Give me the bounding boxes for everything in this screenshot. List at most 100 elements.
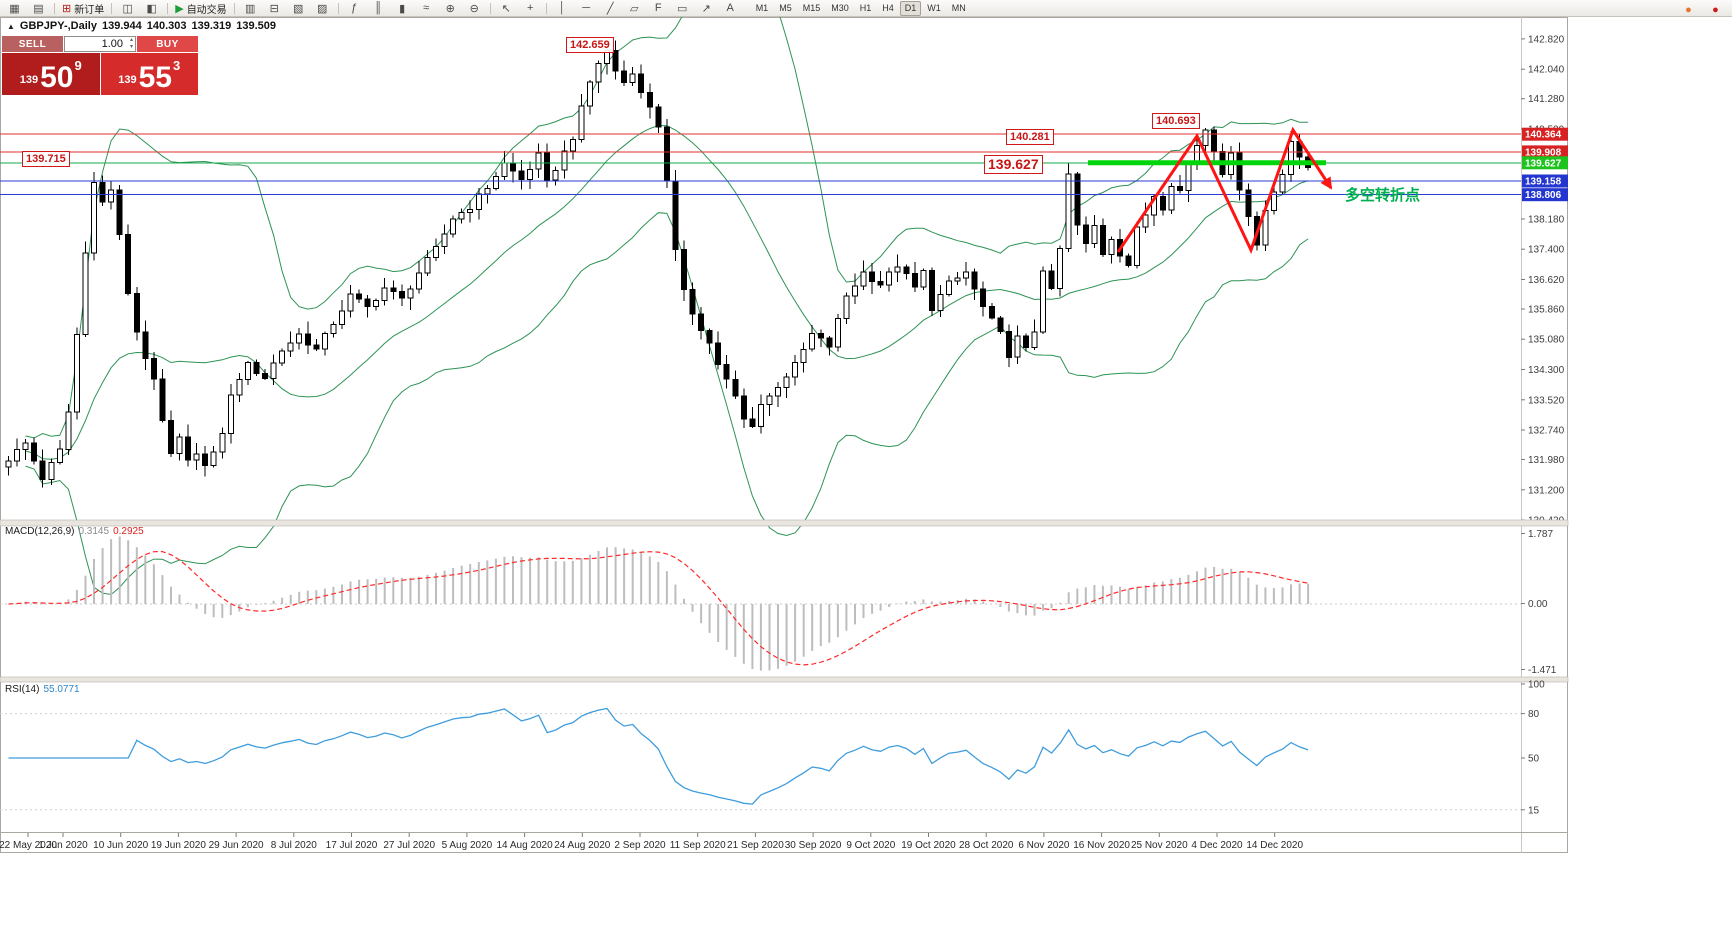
tf-button-M15[interactable]: M15	[802, 3, 821, 13]
trendline-icon[interactable]: ╱	[606, 2, 614, 15]
svg-text:5 Aug 2020: 5 Aug 2020	[442, 840, 493, 851]
buy-button[interactable]: BUY	[137, 36, 198, 52]
one-click-collapse-arrow[interactable]: ▲	[7, 21, 15, 31]
panel-separator[interactable]	[0, 676, 1569, 683]
terminal-icon[interactable]: ▨	[316, 2, 328, 15]
tf-button-W1[interactable]: W1	[927, 3, 941, 13]
tf-button-M5[interactable]: M5	[779, 3, 792, 13]
alert-icon[interactable]: ●	[1712, 4, 1719, 16]
svg-text:135.860: 135.860	[1528, 305, 1565, 316]
macd-name: MACD(12,26,9)	[5, 526, 75, 537]
bar-chart-icon[interactable]: ║	[374, 2, 383, 14]
svg-text:25 Nov 2020: 25 Nov 2020	[1131, 840, 1188, 851]
horizontal-line-icon[interactable]: ─	[582, 2, 591, 14]
autotrade-button[interactable]: ▶ 自动交易	[175, 2, 227, 16]
timeframe-group: M1 M5 M15 M30 H1 H4 D1 W1 MN	[751, 0, 971, 16]
price-callout-142.659[interactable]: 142.659	[566, 37, 614, 53]
crosshair-icon[interactable]: +	[526, 2, 534, 14]
price-callout-139.627[interactable]: 139.627	[984, 155, 1043, 174]
svg-text:136.620: 136.620	[1528, 275, 1565, 286]
svg-text:139.158: 139.158	[1525, 177, 1562, 188]
tf-button-M1[interactable]: M1	[755, 3, 769, 13]
candlestick-chart-icon[interactable]: ▮	[399, 2, 406, 15]
price-axis-flag: 138.806	[1522, 188, 1568, 202]
tile-windows-icon[interactable]: ◧	[146, 2, 157, 15]
volume-value: 1.00	[101, 38, 123, 50]
svg-text:11 Sep 2020: 11 Sep 2020	[670, 840, 726, 851]
price-callout-139.715[interactable]: 139.715	[22, 151, 70, 167]
bollinger-bands	[25, 0, 1309, 596]
ask-pip-digit: 3	[173, 58, 181, 73]
volume-spinner[interactable]: ▴ ▾	[129, 37, 133, 50]
svg-text:21 Sep 2020: 21 Sep 2020	[727, 840, 784, 851]
svg-text:-1.471: -1.471	[1528, 665, 1557, 676]
macd-indicator	[0, 536, 1521, 671]
zoom-in-icon[interactable]: ⊕	[445, 2, 455, 15]
vertical-line-icon[interactable]: │	[558, 2, 566, 14]
svg-text:29 Jun 2020: 29 Jun 2020	[209, 840, 264, 851]
zoom-out-icon[interactable]: ⊖	[469, 2, 479, 15]
line-chart-icon[interactable]: ≈	[423, 2, 430, 14]
panel-separator[interactable]	[0, 519, 1569, 527]
candles	[5, 40, 1312, 488]
bar-open-value: 139.944	[101, 20, 142, 32]
community-icon[interactable]: ●	[1685, 4, 1692, 16]
price-axis-flag: 139.158	[1522, 174, 1568, 188]
profiles-icon[interactable]: ▤	[33, 2, 44, 15]
svg-text:2 Sep 2020: 2 Sep 2020	[614, 840, 666, 851]
turning-point-annotation[interactable]: 多空转折点	[1345, 187, 1421, 204]
ask-price-button[interactable]: 139 55 3	[100, 53, 198, 95]
trend-zigzag-arrows[interactable]	[1116, 126, 1333, 254]
tf-button-M30[interactable]: M30	[831, 3, 849, 13]
volume-input[interactable]: 1.00 ▴ ▾	[64, 36, 136, 52]
toolbar: ▦ ▤ ⊞ 新订单 ◫ ◧ ▶ 自动交易 ▥ ⊟ ▧ ▨ ƒ ║ ▮ ≈ ⊕ ⊖ ↖ + │ ─ ╱ ▱ F ▭ ↗ A M1 M5 M1…	[0, 0, 1732, 17]
ask-big-digits: 55	[138, 61, 172, 94]
toolbar-separator	[545, 2, 547, 14]
svg-text:19 Jun 2020: 19 Jun 2020	[151, 840, 206, 851]
bb-upper	[25, 0, 1309, 439]
macd-label: MACD(12,26,9) 0.3145 0.2925	[5, 526, 144, 537]
price-callout-140.693[interactable]: 140.693	[1152, 113, 1200, 129]
market-watch-icon[interactable]: ▥	[244, 2, 256, 15]
indicators-icon[interactable]: ƒ	[351, 2, 358, 14]
toolbar-separator	[54, 2, 55, 14]
svg-text:4 Dec 2020: 4 Dec 2020	[1191, 840, 1243, 851]
rsi-value: 55.0771	[43, 684, 80, 695]
cursor-icon[interactable]: ↖	[501, 2, 511, 15]
svg-text:19 Oct 2020: 19 Oct 2020	[901, 840, 956, 851]
text-label-icon[interactable]: A	[726, 2, 734, 14]
svg-text:6 Nov 2020: 6 Nov 2020	[1018, 840, 1070, 851]
svg-text:80: 80	[1528, 709, 1540, 720]
data-window-icon[interactable]: ⊟	[269, 2, 279, 15]
price-callout-140.281[interactable]: 140.281	[1006, 129, 1054, 145]
svg-text:8 Jul 2020: 8 Jul 2020	[271, 840, 318, 851]
svg-text:22 May 2020: 22 May 2020	[0, 840, 57, 851]
tf-button-MN[interactable]: MN	[951, 3, 966, 13]
navigator-icon[interactable]: ▧	[292, 2, 304, 15]
tf-button-D1[interactable]: D1	[899, 0, 922, 16]
sell-button[interactable]: SELL	[2, 36, 63, 52]
fibonacci-icon[interactable]: F	[654, 2, 662, 14]
tf-button-H4[interactable]: H4	[882, 3, 894, 13]
equidistant-channel-icon[interactable]: ▱	[629, 2, 639, 15]
svg-text:138.180: 138.180	[1528, 215, 1565, 226]
shapes-icon[interactable]: ▭	[676, 2, 688, 15]
toolbar-separator	[337, 2, 339, 14]
toolbar-separator	[111, 2, 113, 14]
svg-text:142.820: 142.820	[1528, 34, 1565, 45]
new-order-button[interactable]: ⊞ 新订单	[62, 2, 105, 16]
tf-button-H1[interactable]: H1	[859, 3, 872, 13]
toolbar-separator	[233, 2, 235, 14]
macd-value-signal: 0.2925	[113, 526, 144, 537]
price-axis[interactable]: 142.820142.040141.280140.500138.180137.4…	[1521, 34, 1568, 527]
chart-windows-icon[interactable]: ◫	[122, 2, 133, 15]
svg-text:135.080: 135.080	[1528, 335, 1565, 346]
bid-price-button[interactable]: 139 50 9	[2, 53, 100, 95]
svg-text:141.280: 141.280	[1528, 94, 1565, 105]
arrows-icon[interactable]: ↗	[701, 2, 711, 15]
new-chart-icon[interactable]: ▦	[9, 2, 20, 15]
toolbar-separator	[489, 2, 491, 14]
